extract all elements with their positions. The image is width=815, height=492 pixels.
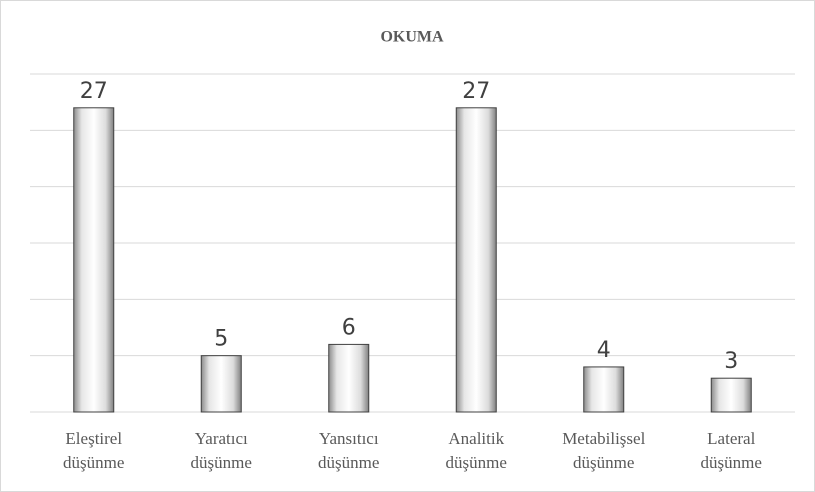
bar [73,107,115,413]
x-tick-label: Yaratıcı düşünme [190,429,252,472]
bar [583,366,625,413]
chart-title: OKUMA [380,29,444,46]
data-label: 27 [462,79,490,104]
data-label: 27 [80,79,108,104]
data-label: 4 [597,338,611,363]
x-tick-label: Metabilişsel düşünme [562,429,646,472]
bar [328,343,370,413]
data-label: 6 [342,315,356,340]
bar [455,107,497,413]
data-label: 5 [214,327,228,352]
data-label: 3 [724,349,738,374]
bar [200,355,242,413]
x-tick-label: Yansıtıcı düşünme [318,429,380,472]
x-tick-label: Lateral düşünme [700,429,762,472]
x-tick-label: Analitik düşünme [445,429,507,472]
bar [710,377,752,413]
x-tick-label: Eleştirel düşünme [63,429,125,472]
